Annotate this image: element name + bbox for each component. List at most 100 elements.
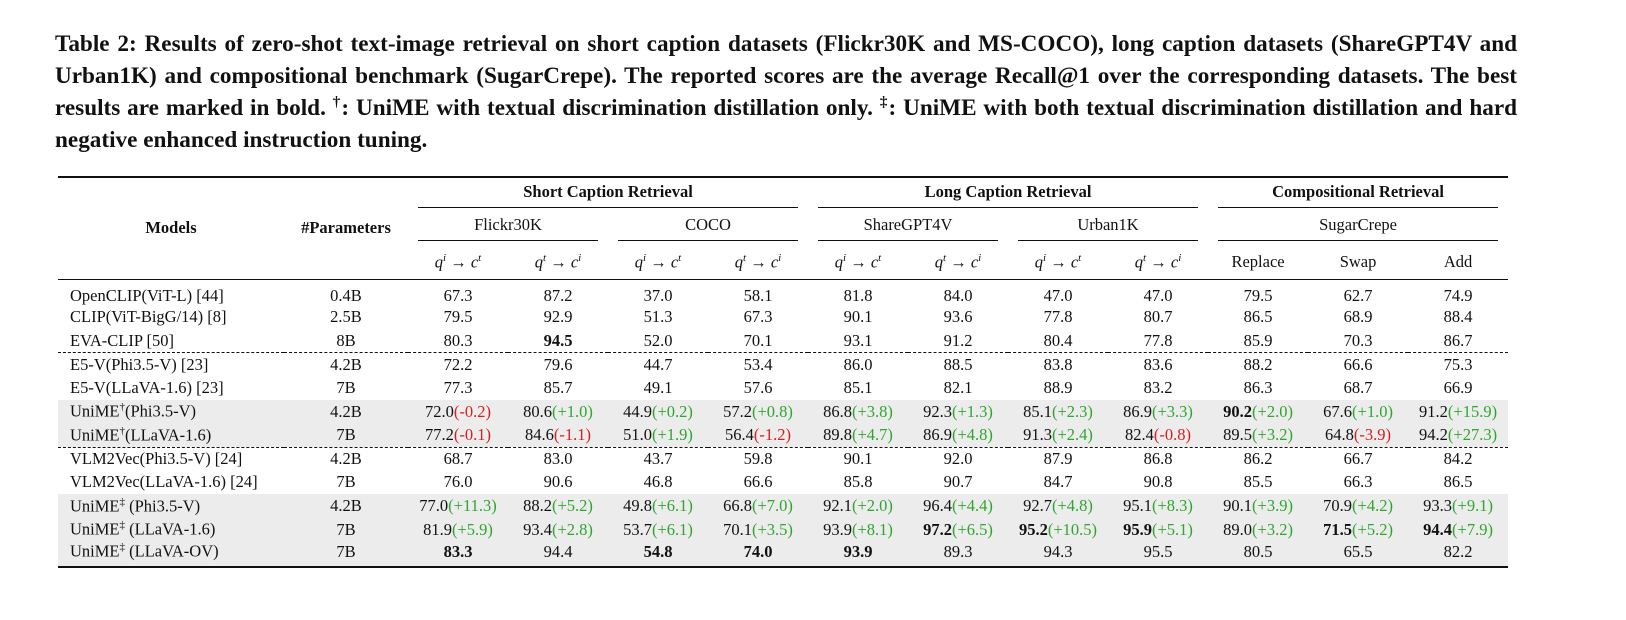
dataset-header: Flickr30K: [408, 211, 608, 245]
score-cell: 96.4(+4.4): [908, 494, 1009, 518]
score: 94.3: [1043, 541, 1073, 561]
score: 95.5: [1143, 541, 1173, 561]
score-cell: 91.3(+2.4): [1008, 423, 1109, 448]
score-cell: 94.3: [1008, 541, 1109, 567]
column-symbol: →: [746, 252, 771, 271]
score: 59.8: [743, 449, 773, 469]
params-cell: 7B: [284, 541, 408, 567]
score-cell: 95.1(+8.3): [1108, 494, 1209, 518]
params-cell: 4.2B: [330, 354, 362, 374]
params-cell: 4.2B: [284, 399, 408, 424]
model-name: UniME: [70, 401, 120, 421]
score-delta: (+3.2): [1252, 425, 1293, 445]
score-cell: 49.8(+6.1): [608, 494, 708, 518]
score: 77.8: [1143, 330, 1173, 350]
score: 92.9: [543, 307, 573, 327]
score-cell: 88.9: [1008, 376, 1108, 400]
score-cell: 97.2(+6.5): [908, 517, 1009, 542]
score: 96.4: [923, 496, 952, 516]
score: 89.3: [943, 541, 973, 561]
model-name: E5-V(LLaVA-1.6) [23]: [70, 378, 224, 398]
score: 92.3: [923, 401, 952, 421]
score-cell: 85.8: [808, 471, 908, 495]
score-cell: 82.1: [908, 376, 1008, 400]
score: 77.8: [1043, 307, 1073, 327]
score-delta: (+11.3): [448, 496, 497, 516]
score: 51.3: [643, 307, 673, 327]
table-row: UniME‡ (LLaVA-1.6) 7B 81.9(+5.9) 93.4(+2.8)…: [58, 517, 1509, 542]
score-cell: 80.7: [1108, 306, 1208, 330]
group-header: Long Caption Retrieval: [808, 177, 1208, 211]
score-delta: (+7.0): [751, 496, 793, 516]
score-delta: (+8.3): [1152, 496, 1193, 516]
params-cell: 4.2B: [330, 449, 362, 469]
model-name: OpenCLIP(ViT-L) [44]: [70, 285, 224, 305]
column-symbol: c: [870, 252, 879, 271]
model-name: EVA-CLIP [50]: [70, 330, 175, 350]
model-mark: ‡: [119, 495, 126, 508]
score-cell: 77.8: [1008, 306, 1108, 330]
score-cell: 90.1(+3.9): [1208, 494, 1309, 518]
score-delta: (+6.1): [651, 496, 693, 516]
score: 72.2: [443, 354, 473, 374]
model-cell: EVA-CLIP [50]: [58, 329, 284, 354]
score: 47.0: [1143, 285, 1173, 305]
column-symbol: →: [946, 252, 971, 271]
score: 51.0: [623, 425, 652, 445]
model-name: UniME: [70, 425, 120, 445]
params-header: #Parameters: [301, 218, 391, 238]
score-cell: 86.3: [1208, 376, 1308, 400]
score: 92.0: [943, 449, 973, 469]
model-mark: †: [119, 424, 126, 437]
models-header: Models: [145, 218, 197, 238]
score: 67.3: [443, 285, 473, 305]
score-cell: 66.3: [1308, 471, 1408, 495]
column-name: Add: [1443, 251, 1473, 271]
column-name: Swap: [1339, 251, 1377, 271]
score-cell: 58.1: [708, 279, 808, 306]
column-symbol: t: [743, 251, 747, 264]
score: 85.5: [1243, 472, 1273, 492]
score: 84.0: [943, 285, 973, 305]
model-mark: ‡: [119, 541, 126, 554]
score: 84.7: [1043, 472, 1073, 492]
column-symbol: i: [843, 251, 847, 264]
score-delta: (-0.1): [453, 425, 491, 445]
header-row: qi → ct qt → ci qi → ct qt → ci qi → ct qt → …: [58, 245, 1509, 280]
score: 77.2: [425, 425, 454, 445]
score-cell: 83.8: [1008, 353, 1108, 377]
score-cell: 57.2(+0.8): [708, 399, 809, 424]
score-cell: 70.9(+4.2): [1308, 494, 1409, 518]
score-cell: 93.3(+9.1): [1408, 494, 1509, 518]
score: 49.1: [643, 378, 673, 398]
model-name: UniME: [70, 541, 120, 561]
score: 44.9: [623, 401, 652, 421]
column-symbol: →: [446, 252, 471, 271]
table-row: CLIP(ViT-BigG/14) [8] 2.5B 79.5 92.9 51.3 67.…: [58, 306, 1508, 330]
score-cell: 68.9: [1308, 306, 1408, 330]
score: 86.9: [923, 425, 952, 445]
score-delta: (+2.0): [1252, 401, 1293, 421]
column-header: qi → ct: [608, 245, 708, 280]
score: 90.8: [1143, 472, 1173, 492]
score: 53.7: [623, 519, 652, 539]
score: 49.8: [623, 496, 652, 516]
score-cell: 74.9: [1408, 279, 1508, 306]
column-symbol: t: [1143, 251, 1147, 264]
score: 53.4: [743, 354, 773, 374]
header-row: Flickr30K COCO ShareGPT4V Urban1K SugarCrepe: [58, 211, 1508, 245]
score: 37.0: [643, 285, 673, 305]
column-symbol: t: [1078, 251, 1082, 264]
score-cell: 92.1(+2.0): [808, 494, 909, 518]
column-header: Add: [1408, 245, 1509, 280]
column-symbol: →: [846, 252, 871, 271]
dataset-header: COCO: [608, 211, 808, 245]
score: 64.8: [1325, 425, 1354, 445]
score-cell: 66.9: [1408, 376, 1508, 400]
table-caption: Table 2: Results of zero-shot text-image…: [55, 28, 1517, 156]
score-cell: 79.5: [408, 306, 508, 330]
score: 84.6: [525, 425, 554, 445]
column-symbol: c: [670, 252, 679, 271]
score-cell: 85.1: [808, 376, 908, 400]
table-row: E5-V(LLaVA-1.6) [23] 7B 77.3 85.7 49.1 57.6 85…: [58, 376, 1508, 400]
